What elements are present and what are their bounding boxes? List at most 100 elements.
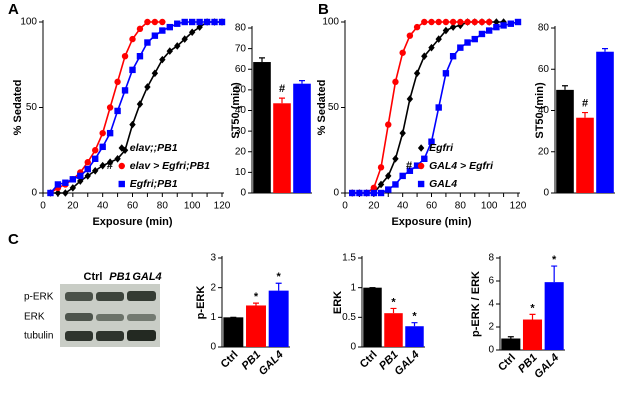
point <box>392 78 399 86</box>
bar <box>268 290 289 347</box>
point <box>392 155 399 163</box>
point <box>428 43 435 52</box>
legend-label: elav > Egfri;PB1 <box>130 160 210 172</box>
error-bar <box>390 307 397 314</box>
point <box>399 49 406 56</box>
point <box>69 184 77 192</box>
legend-label: Egfri;PB1 <box>130 178 178 190</box>
legend-label: Egfri <box>429 142 454 154</box>
point <box>471 35 478 43</box>
point <box>421 155 428 162</box>
point <box>399 129 406 137</box>
significance-mark: * <box>412 311 417 323</box>
point <box>370 189 378 197</box>
y-tick-label: 3 <box>210 253 216 264</box>
y-tick-label: 2 <box>210 282 216 293</box>
bar <box>544 282 564 350</box>
point <box>54 189 62 197</box>
bar <box>501 338 521 350</box>
point <box>144 39 151 46</box>
y-tick-label: 60 <box>538 64 550 75</box>
point <box>136 25 144 33</box>
y-tick-label: 4 <box>488 299 494 310</box>
panel-label: C <box>8 231 19 248</box>
point <box>507 20 514 27</box>
x-tick-label: GAL4 <box>392 349 421 378</box>
point <box>363 189 370 197</box>
point <box>188 18 196 26</box>
blot-band <box>65 292 93 301</box>
point <box>136 100 144 108</box>
point <box>370 184 378 192</box>
y-tick-label: 1.5 <box>342 253 356 264</box>
x-axis-label: Exposure (min) <box>92 216 172 228</box>
point <box>435 18 442 26</box>
y-axis-label: ERK <box>332 291 344 314</box>
legend-marker <box>118 180 125 188</box>
point <box>413 23 421 31</box>
western-blot: Ctrl PB1 GAL4 p-ERK ERK tubulin <box>24 271 162 347</box>
error-bar <box>507 336 514 339</box>
y-tick-label: 50 <box>26 102 38 113</box>
point <box>457 44 464 51</box>
point <box>106 158 114 167</box>
point <box>129 35 136 43</box>
y-tick-label: 0.5 <box>342 312 356 323</box>
point <box>442 26 450 35</box>
point <box>392 181 399 188</box>
point <box>413 162 421 169</box>
point <box>385 121 392 128</box>
bar <box>273 103 291 193</box>
legend-label: GAL4 <box>429 178 457 190</box>
point <box>188 28 196 37</box>
point <box>77 177 84 185</box>
y-tick-label: 100 <box>322 17 339 28</box>
point <box>121 87 129 94</box>
point <box>54 181 62 188</box>
point <box>62 179 69 186</box>
y-tick-label: 0 <box>488 345 494 356</box>
point <box>129 66 136 74</box>
point <box>181 18 188 26</box>
row-label: p-ERK <box>24 292 54 303</box>
legend-marker <box>417 144 425 152</box>
y-axis-label: ST50 (min) <box>534 82 546 139</box>
point <box>84 159 91 166</box>
x-tick-label: GAL4 <box>257 349 286 378</box>
legend-label: GAL4 > Egfri <box>429 160 494 172</box>
point <box>406 167 414 174</box>
point <box>218 18 226 26</box>
y-axis-label: p-ERK / ERK <box>470 271 482 337</box>
x-tick-label: Ctrl <box>496 352 518 374</box>
point <box>121 53 129 60</box>
point <box>406 95 414 103</box>
x-tick-label: GAL4 <box>532 352 561 381</box>
blot-band <box>127 291 156 301</box>
error-bar <box>411 322 418 327</box>
point <box>449 18 457 26</box>
bar <box>522 319 543 350</box>
y-tick-label: 100 <box>20 17 37 28</box>
point <box>114 155 121 163</box>
lane-label: PB1 <box>109 271 130 283</box>
y-tick-label: 1 <box>210 312 216 323</box>
point <box>385 186 392 193</box>
y-tick-label: 0 <box>543 188 549 199</box>
annotation: # <box>107 160 113 172</box>
point <box>413 69 421 78</box>
legend-marker <box>417 180 425 188</box>
blot-band <box>96 331 124 341</box>
error-bar <box>279 97 285 104</box>
annotation: # <box>406 160 412 172</box>
point <box>464 18 471 26</box>
bar <box>384 313 403 347</box>
y-tick-label: 8 <box>488 253 494 264</box>
x-tick-label: 60 <box>426 201 438 212</box>
significance-mark: # <box>279 83 285 95</box>
x-tick-label: 20 <box>368 201 380 212</box>
y-tick-label: 1 <box>350 282 356 293</box>
point <box>421 18 428 26</box>
error-bar <box>253 302 259 306</box>
significance-mark: * <box>391 296 396 308</box>
point <box>159 55 166 64</box>
